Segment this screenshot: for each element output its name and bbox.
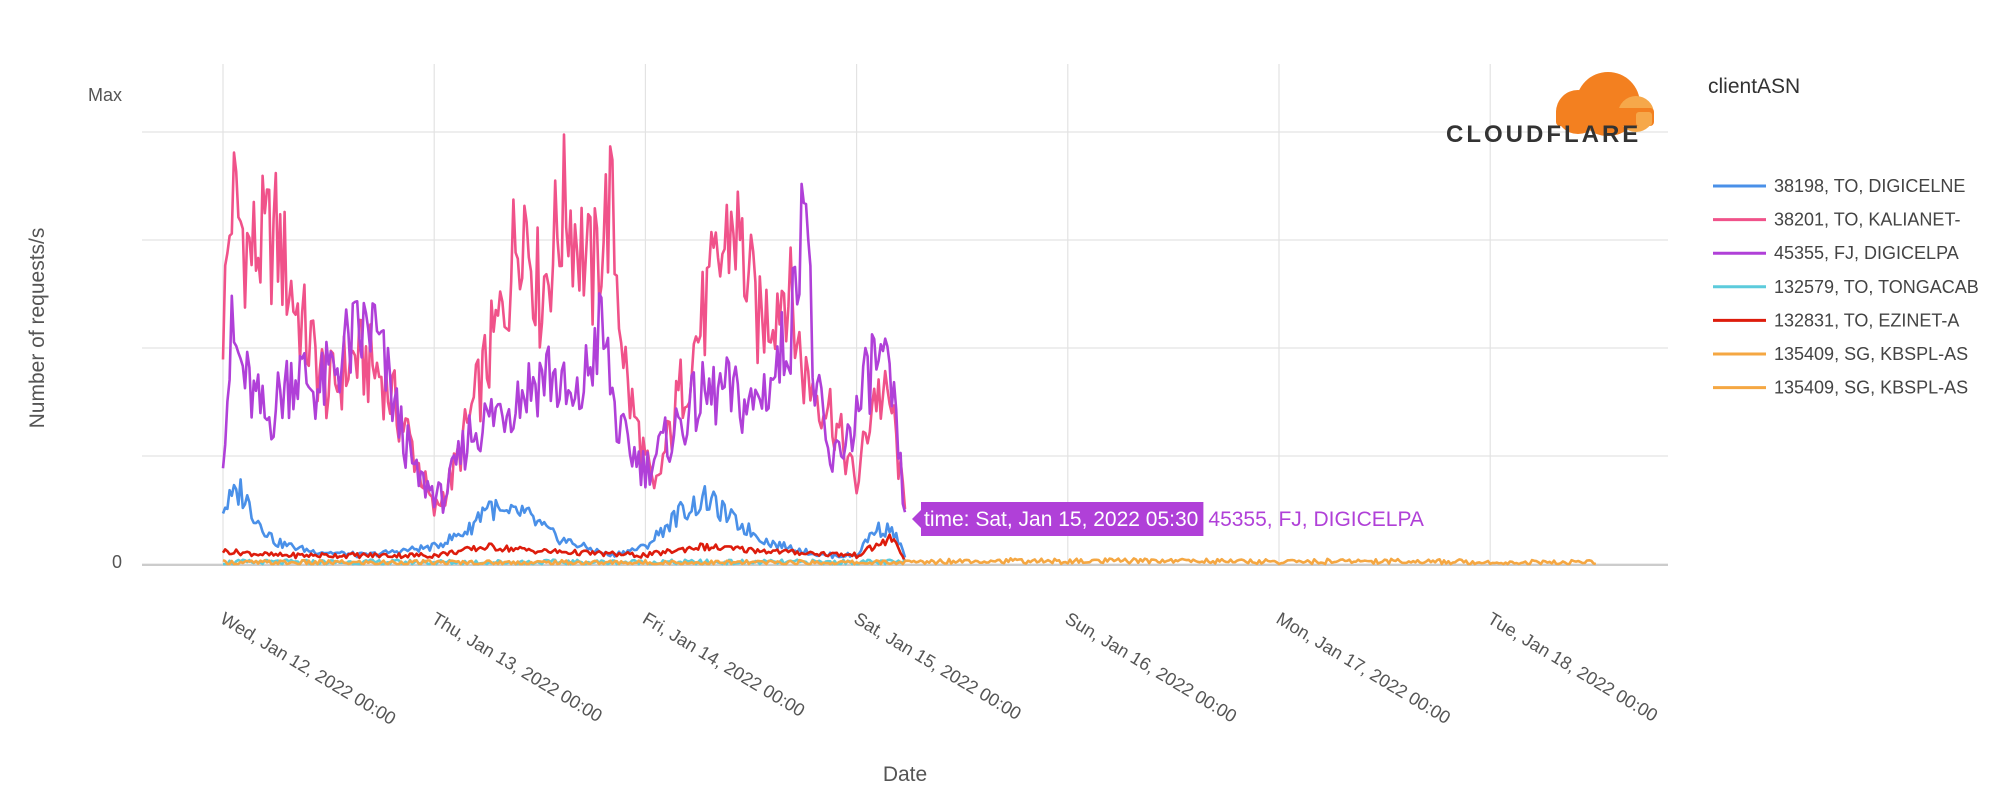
x-tick-label: Tue, Jan 18, 2022 00:00: [1484, 608, 1661, 725]
tooltip-time: time: Sat, Jan 15, 2022 05:30: [924, 508, 1198, 531]
logo-wordmark: CLOUDFLARE: [1446, 121, 1641, 148]
legend-label: 135409, SG, KBSPL-AS: [1774, 378, 1968, 398]
series-line: [221, 533, 907, 563]
legend-label: 132579, TO, TONGACAB: [1774, 277, 1979, 297]
series-line: [222, 557, 1597, 566]
legend-label: 45355, FJ, DIGICELPA: [1774, 243, 1959, 263]
x-tick-label: Thu, Jan 13, 2022 00:00: [428, 608, 606, 726]
tooltip-box: [921, 502, 1204, 536]
series-line: [221, 478, 907, 560]
cloud-icon: [1556, 72, 1654, 136]
x-tick-label: Fri, Jan 14, 2022 00:00: [639, 608, 808, 720]
x-tick-label: Sat, Jan 15, 2022 00:00: [851, 608, 1025, 724]
y-tick-zero: 0: [112, 552, 122, 572]
x-tick-label: Wed, Jan 12, 2022 00:00: [217, 608, 399, 729]
tooltip: time: Sat, Jan 15, 2022 05:30 45355, FJ,…: [912, 502, 1424, 536]
legend-label: 38201, TO, KALIANET-: [1774, 210, 1960, 230]
tooltip-series-name: 45355, FJ, DIGICELPA: [1208, 508, 1424, 531]
x-tick-label: Mon, Jan 17, 2022 00:00: [1273, 608, 1454, 728]
series-lines: [221, 133, 1597, 566]
legend-label: 135409, SG, KBSPL-AS: [1774, 344, 1968, 364]
x-axis-title: Date: [883, 763, 927, 786]
series-line: [221, 133, 907, 517]
y-axis-title: Number of requests/s: [26, 228, 49, 429]
x-tick-label: Sun, Jan 16, 2022 00:00: [1062, 608, 1240, 726]
legend: 38198, TO, DIGICELNE 38201, TO, KALIANET-…: [1713, 176, 1979, 398]
y-tick-max: Max: [88, 85, 122, 105]
series-line: [221, 182, 907, 514]
cloudflare-logo: CLOUDFLARE: [1446, 72, 1654, 148]
legend-title: clientASN: [1708, 75, 1800, 98]
tooltip-pointer: [912, 510, 921, 528]
legend-label: 38198, TO, DIGICELNE: [1774, 176, 1965, 196]
legend-label: 132831, TO, EZINET-A: [1774, 310, 1959, 330]
x-tick-labels: Wed, Jan 12, 2022 00:00 Thu, Jan 13, 2022…: [217, 608, 1661, 729]
